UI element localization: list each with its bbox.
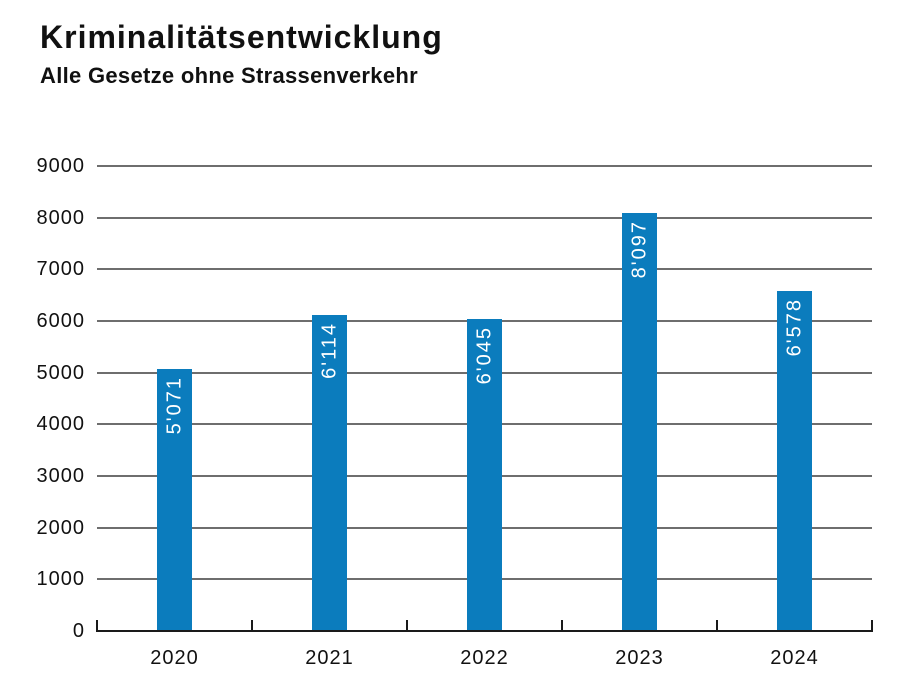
bar-value-label: 5'071 — [163, 375, 185, 435]
x-tick-label: 2021 — [305, 647, 354, 669]
x-tick-label: 2024 — [770, 647, 819, 669]
y-tick-label: 1000 — [36, 568, 85, 591]
x-tick — [96, 620, 98, 630]
x-tick — [251, 620, 253, 630]
x-tick-label: 2023 — [615, 647, 664, 669]
x-axis-line — [96, 630, 873, 632]
x-tick — [871, 620, 873, 630]
y-tick-label: 0 — [72, 620, 85, 642]
bar: 5'071 — [157, 368, 192, 631]
y-tick-label: 7000 — [36, 258, 85, 281]
bar-value-label: 6'114 — [318, 322, 340, 379]
bar-value-label: 8'097 — [628, 219, 650, 278]
y-tick-label: 2000 — [36, 516, 85, 539]
bar-value-label: 6'578 — [783, 298, 805, 357]
gridline — [97, 216, 872, 219]
bar: 8'097 — [622, 212, 657, 631]
x-tick-label: 2020 — [150, 647, 199, 669]
x-tick — [716, 620, 718, 630]
chart-title: Kriminalitätsentwicklung — [40, 19, 443, 55]
y-tick-label: 5000 — [36, 361, 85, 384]
bar-value-label: 6'045 — [473, 325, 495, 384]
y-tick-label: 4000 — [36, 413, 85, 436]
x-tick — [406, 620, 408, 630]
x-tick-label: 2022 — [460, 647, 509, 669]
gridline — [97, 268, 872, 271]
gridline — [97, 165, 872, 167]
chart-subtitle: Alle Gesetze ohne Strassenverkehr — [40, 63, 418, 88]
y-tick-label: 9000 — [36, 155, 85, 177]
x-tick — [561, 620, 563, 630]
y-tick-label: 6000 — [36, 310, 85, 332]
y-tick-label: 3000 — [36, 465, 85, 487]
bar: 6'045 — [467, 318, 502, 631]
bar: 6'114 — [312, 315, 347, 631]
bar: 6'578 — [777, 291, 812, 631]
y-tick-label: 8000 — [36, 206, 85, 229]
